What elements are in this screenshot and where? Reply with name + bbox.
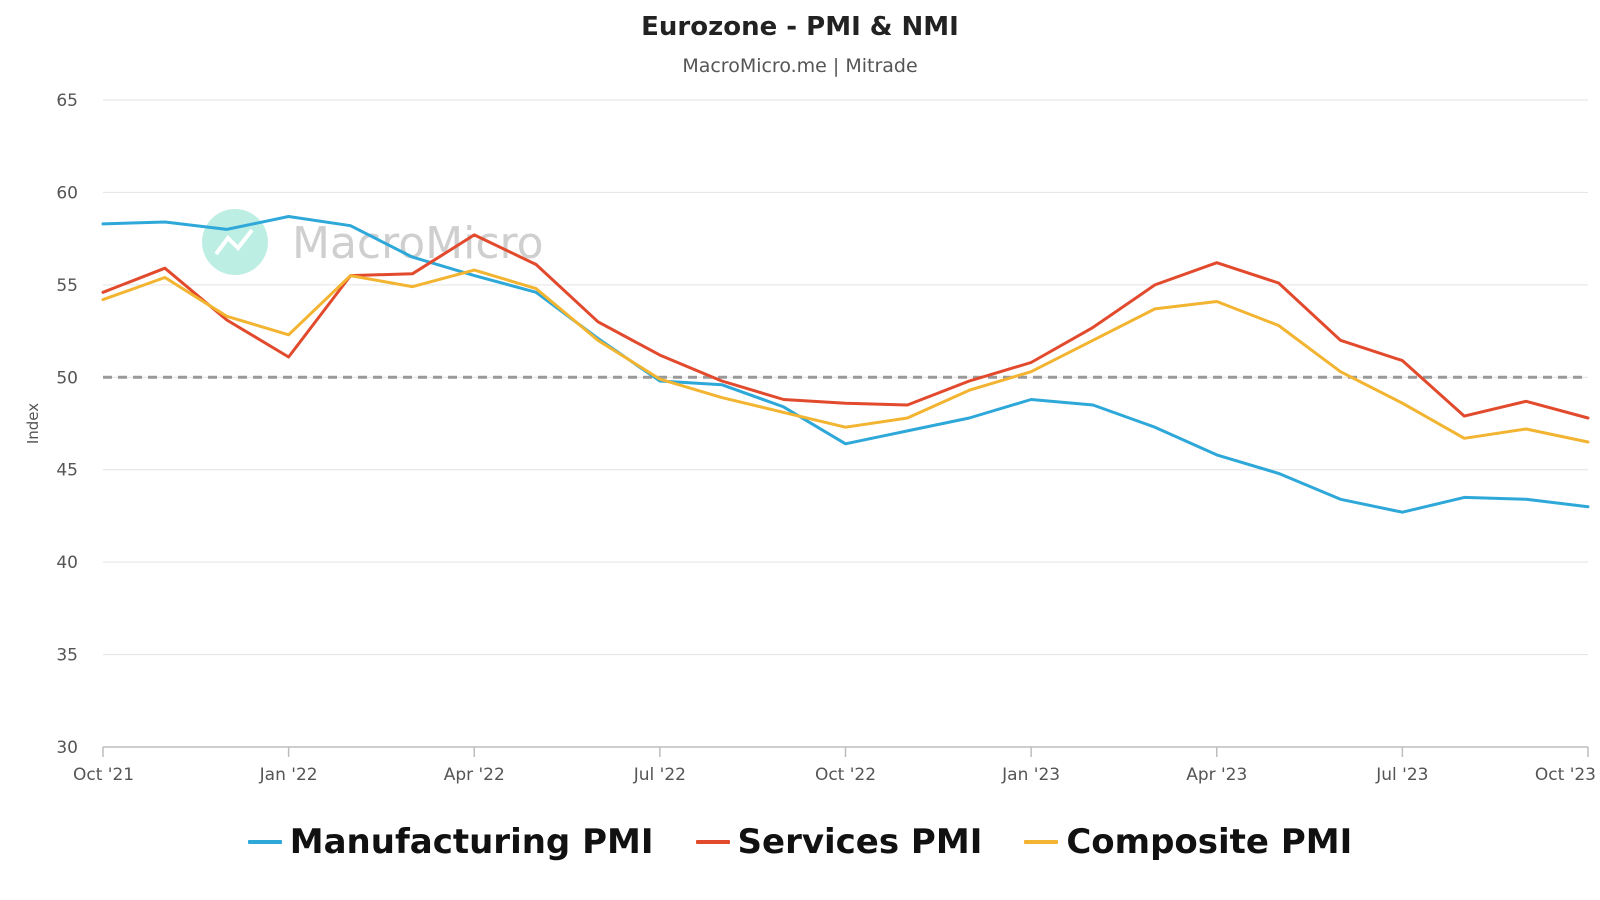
chart-title: Eurozone - PMI & NMI (641, 12, 959, 42)
legend: Manufacturing PMI Services PMI Composite… (0, 822, 1600, 862)
series-line-manufacturing-pmi[interactable] (101, 215, 1590, 514)
watermark-logo-icon (202, 209, 268, 275)
legend-item-services-pmi[interactable]: Services PMI (695, 822, 983, 862)
x-tick-label: Apr '23 (1186, 765, 1247, 785)
chart-subtitle: MacroMicro.me | Mitrade (682, 55, 917, 77)
y-tick-label: 45 (56, 461, 78, 481)
y-tick-label: 40 (56, 553, 78, 573)
y-axis-label: Index (24, 403, 42, 444)
y-tick-label: 60 (56, 183, 78, 203)
legend-item-composite-pmi[interactable]: Composite PMI (1024, 822, 1352, 862)
x-tick-label: Jan '22 (259, 765, 318, 785)
x-tick-label: Jan '23 (1001, 765, 1060, 785)
legend-label: Services PMI (737, 822, 983, 862)
x-tick-label: Oct '22 (815, 765, 876, 785)
legend-label: Composite PMI (1066, 822, 1353, 862)
y-tick-label: 50 (56, 368, 78, 388)
x-tick-label: Jul '23 (1375, 765, 1428, 785)
legend-swatch-composite (1024, 840, 1059, 844)
watermark-text: MacroMicro (292, 218, 544, 269)
series-line-composite-pmi[interactable] (101, 268, 1590, 444)
x-tick-label: Jul '22 (633, 765, 686, 785)
y-tick-label: 65 (56, 91, 78, 111)
y-tick-label: 30 (56, 738, 78, 758)
y-tick-label: 55 (56, 276, 78, 296)
x-axis: Oct '21 Jan '22 Apr '22 Jul '22 Oct '22 Jan '… (73, 746, 1596, 785)
watermark-logo-mark (214, 228, 254, 256)
x-tick-label: Apr '22 (444, 765, 505, 785)
legend-swatch-manufacturing (247, 840, 282, 844)
y-tick-label: 35 (56, 646, 78, 666)
legend-item-manufacturing-pmi[interactable]: Manufacturing PMI (247, 822, 654, 862)
x-tick-label: Oct '21 (73, 765, 134, 785)
series-lines (101, 215, 1590, 514)
legend-label: Manufacturing PMI (289, 822, 654, 862)
x-tick-label: Oct '23 (1535, 765, 1596, 785)
legend-swatch-services (695, 840, 730, 844)
y-axis-ticks: 30 35 40 45 50 55 60 65 (56, 91, 78, 758)
